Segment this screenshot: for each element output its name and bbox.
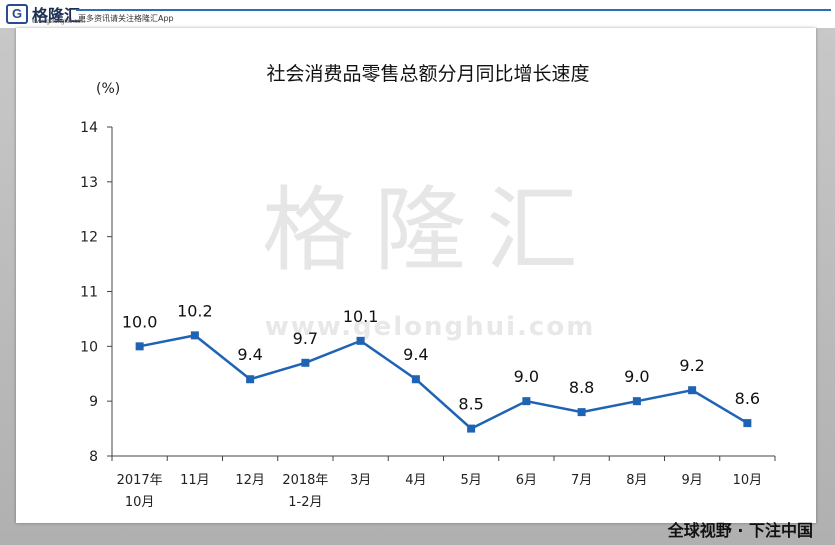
watermark-site: www.gelonghui.com <box>265 312 596 342</box>
y-tick-label: 14 <box>80 120 98 136</box>
data-point-marker <box>356 336 365 345</box>
data-label: 10.0 <box>122 312 158 331</box>
data-label: 8.5 <box>458 395 483 414</box>
series-line <box>139 334 749 431</box>
x-tick-label: 1-2月 <box>288 495 322 510</box>
y-tick-label: 10 <box>80 339 98 355</box>
data-point-marker <box>190 331 199 340</box>
logo-icon: G <box>6 4 28 24</box>
y-tick-label: 11 <box>80 285 98 301</box>
data-label: 9.0 <box>624 367 649 386</box>
slogan: 更多资讯请关注格隆汇App <box>78 14 174 23</box>
data-point-marker <box>301 358 310 367</box>
top-bar: G 格隆汇 www.gelonghui.com 更多资讯请关注格隆汇App <box>0 0 835 28</box>
x-tick-label: 8月 <box>626 473 647 488</box>
x-tick-label: 4月 <box>405 473 426 488</box>
divider <box>76 9 831 11</box>
data-point-marker <box>688 386 697 395</box>
data-point-marker <box>577 408 586 417</box>
y-tick-label: 9 <box>89 394 98 410</box>
x-tick-label: 7月 <box>571 473 592 488</box>
data-label: 10.1 <box>343 307 379 326</box>
data-point-marker <box>135 342 144 351</box>
x-tick-label: 12月 <box>235 473 265 488</box>
data-label: 9.4 <box>237 345 262 364</box>
x-tick-label: 9月 <box>681 473 702 488</box>
x-tick-label: 3月 <box>350 473 371 488</box>
data-label: 9.4 <box>403 345 428 364</box>
watermark-name: 格隆汇 <box>262 177 598 284</box>
data-label: 9.7 <box>293 329 318 348</box>
data-label: 8.8 <box>569 378 594 397</box>
data-point-marker <box>411 375 420 384</box>
x-tick-label: 10月 <box>733 473 763 488</box>
data-point-marker <box>522 397 531 406</box>
chart-title: 社会消费品零售总额分月同比增长速度 <box>266 63 589 85</box>
x-tick-label: 11月 <box>180 473 210 488</box>
y-tick-label: 13 <box>80 175 98 191</box>
data-label: 9.2 <box>679 356 704 375</box>
x-tick-label: 2018年 <box>282 473 328 488</box>
chart-panel <box>16 28 816 523</box>
data-label: 9.0 <box>514 367 539 386</box>
data-label: 10.2 <box>177 301 213 320</box>
logo-site: www.gelonghui.com <box>32 19 86 25</box>
x-tick-label: 10月 <box>125 495 155 510</box>
y-tick-label: 12 <box>80 230 98 246</box>
footer-tag: 全球视野 · 下注中国 <box>667 521 813 540</box>
x-tick-label: 2017年 <box>117 473 163 488</box>
y-axis-label: (%) <box>96 81 120 97</box>
logo-text: 格隆汇 <box>32 6 81 25</box>
data-point-marker <box>743 419 752 428</box>
x-tick-label: 6月 <box>516 473 537 488</box>
data-label: 8.6 <box>735 389 760 408</box>
x-tick-label: 5月 <box>460 473 481 488</box>
data-point-marker <box>632 397 641 406</box>
data-point-marker <box>246 375 255 384</box>
data-point-marker <box>467 424 476 433</box>
y-tick-label: 8 <box>89 449 98 465</box>
